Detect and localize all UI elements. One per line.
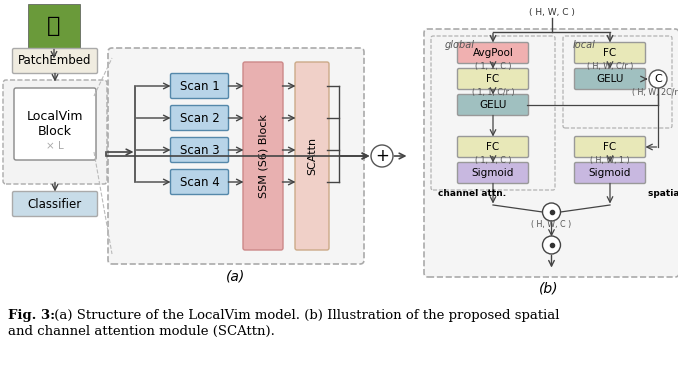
FancyBboxPatch shape: [574, 69, 645, 90]
FancyBboxPatch shape: [574, 136, 645, 157]
FancyBboxPatch shape: [14, 88, 96, 160]
Text: Fig. 3:: Fig. 3:: [8, 309, 55, 322]
Text: SCAttn: SCAttn: [307, 137, 317, 175]
Text: ( H, W, 2C/r ): ( H, W, 2C/r ): [633, 88, 678, 96]
FancyBboxPatch shape: [12, 48, 98, 74]
Circle shape: [542, 203, 561, 221]
FancyBboxPatch shape: [574, 163, 645, 184]
Text: C: C: [654, 74, 662, 84]
Text: (b): (b): [539, 282, 558, 296]
Text: (a): (a): [226, 269, 245, 283]
Text: global: global: [445, 40, 475, 50]
Text: Classifier: Classifier: [28, 197, 82, 210]
Text: FC: FC: [486, 142, 500, 152]
Text: FC: FC: [603, 142, 616, 152]
Text: Scan 4: Scan 4: [180, 176, 220, 189]
Circle shape: [649, 70, 667, 88]
Text: FC: FC: [486, 74, 500, 84]
FancyBboxPatch shape: [243, 62, 283, 250]
FancyBboxPatch shape: [458, 136, 528, 157]
FancyBboxPatch shape: [28, 4, 80, 48]
Text: +: +: [375, 147, 389, 165]
Text: Scan 2: Scan 2: [180, 112, 220, 125]
Text: ( H, W, C/r ): ( H, W, C/r ): [587, 62, 633, 72]
Text: LocalVim
Block: LocalVim Block: [26, 110, 83, 138]
FancyBboxPatch shape: [170, 170, 228, 194]
Text: (a) Structure of the LocalVim model. (b) Illustration of the proposed spatial: (a) Structure of the LocalVim model. (b)…: [50, 309, 559, 322]
Circle shape: [542, 236, 561, 254]
FancyBboxPatch shape: [295, 62, 329, 250]
Text: AvgPool: AvgPool: [473, 48, 513, 58]
FancyBboxPatch shape: [170, 138, 228, 163]
Text: channel attn.: channel attn.: [438, 189, 506, 199]
Text: 🐸: 🐸: [47, 16, 61, 36]
Text: Scan 3: Scan 3: [180, 144, 219, 157]
Text: spatial attn.: spatial attn.: [648, 189, 678, 199]
Text: GELU: GELU: [597, 74, 624, 84]
Text: ( H, W, 1 ): ( H, W, 1 ): [590, 157, 630, 165]
Text: GELU: GELU: [479, 100, 506, 110]
Text: × L: × L: [46, 141, 64, 151]
FancyBboxPatch shape: [12, 192, 98, 216]
Text: ( H, W, C ): ( H, W, C ): [529, 8, 574, 18]
FancyBboxPatch shape: [458, 94, 528, 115]
Text: and channel attention module (SCAttn).: and channel attention module (SCAttn).: [8, 325, 275, 338]
FancyBboxPatch shape: [458, 69, 528, 90]
FancyBboxPatch shape: [170, 106, 228, 131]
Text: SSM (S6) Block: SSM (S6) Block: [258, 114, 268, 198]
Text: Sigmoid: Sigmoid: [472, 168, 514, 178]
FancyBboxPatch shape: [108, 48, 364, 264]
Circle shape: [371, 145, 393, 167]
FancyBboxPatch shape: [3, 80, 107, 184]
Text: PatchEmbed: PatchEmbed: [18, 54, 92, 67]
Text: ( 1, 1, C/r ): ( 1, 1, C/r ): [472, 88, 515, 98]
FancyBboxPatch shape: [424, 29, 678, 277]
Text: Scan 1: Scan 1: [180, 80, 220, 93]
Text: ( 1, 1, C ): ( 1, 1, C ): [475, 157, 511, 165]
FancyBboxPatch shape: [458, 163, 528, 184]
FancyBboxPatch shape: [574, 43, 645, 64]
FancyBboxPatch shape: [458, 43, 528, 64]
Text: local: local: [573, 40, 596, 50]
Text: ( H, W, C ): ( H, W, C ): [532, 221, 572, 229]
Text: ( 1, 1, C ): ( 1, 1, C ): [475, 62, 511, 72]
FancyBboxPatch shape: [170, 74, 228, 99]
Text: FC: FC: [603, 48, 616, 58]
Text: Sigmoid: Sigmoid: [589, 168, 631, 178]
